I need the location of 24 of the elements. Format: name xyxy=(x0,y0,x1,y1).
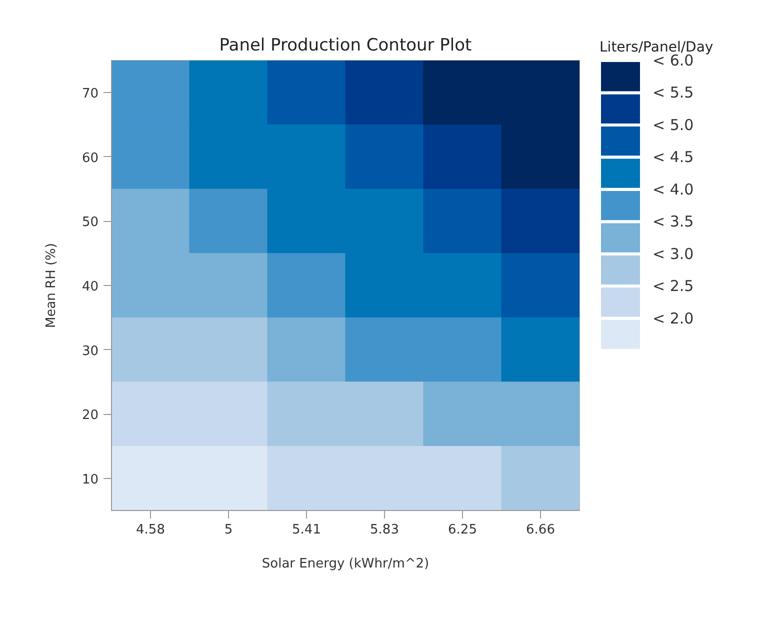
color-bar-label: < 3.0 xyxy=(652,244,694,263)
color-bar-label: < 2.5 xyxy=(652,277,694,296)
y-tick-label: 30 xyxy=(82,344,99,359)
x-tick-label: 5.41 xyxy=(292,522,321,538)
x-tick-label: 5 xyxy=(224,522,233,538)
chart-title: Panel Production Contour Plot xyxy=(219,36,472,56)
color-bar-label: < 2.0 xyxy=(652,309,694,328)
color-bar-label: < 5.0 xyxy=(652,116,694,134)
x-tick-label: 5.83 xyxy=(370,522,399,538)
x-axis-title: Solar Energy (kWhr/m^2) xyxy=(262,556,430,572)
color-bar-label: < 4.0 xyxy=(652,180,694,198)
y-tick-label: 20 xyxy=(82,408,99,424)
color-bar-label: < 4.5 xyxy=(652,148,694,166)
color-bar-label: < 5.5 xyxy=(652,84,694,102)
y-tick-label: 50 xyxy=(82,215,99,230)
y-tick-label: 10 xyxy=(82,472,99,488)
color-bar-label: < 3.5 xyxy=(652,212,694,231)
y-tick-label: 60 xyxy=(82,150,99,166)
y-tick-label: 70 xyxy=(82,86,99,102)
y-tick-label: 40 xyxy=(82,280,99,294)
x-tick-label: 6.25 xyxy=(448,522,477,538)
y-axis-title: Mean RH (%) xyxy=(44,242,59,328)
x-tick-label: 6.66 xyxy=(526,522,555,538)
x-tick-label: 4.58 xyxy=(136,522,165,538)
